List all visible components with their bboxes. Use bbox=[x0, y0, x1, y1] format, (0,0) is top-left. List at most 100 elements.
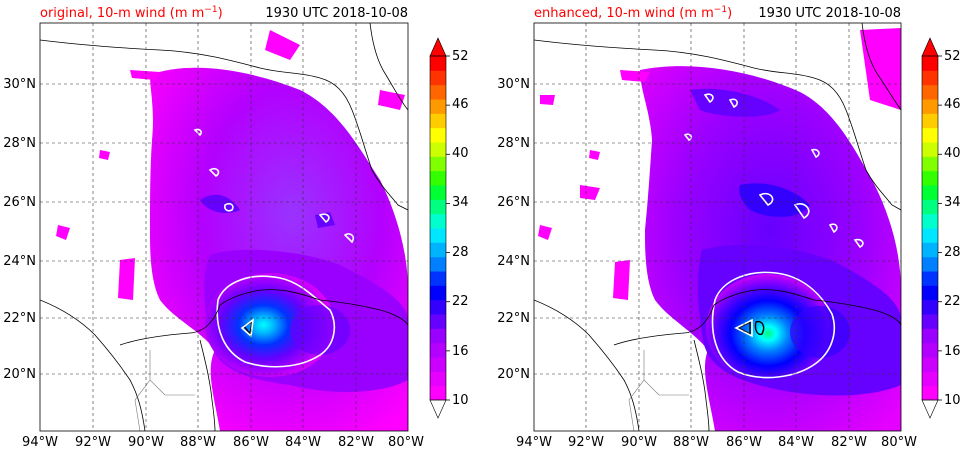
wind-field-enhanced bbox=[534, 23, 901, 431]
colorbar-segment bbox=[430, 56, 446, 71]
lat-tick: 20°N bbox=[497, 367, 530, 382]
lon-tick: 92°W bbox=[75, 435, 111, 450]
colorbar-segment bbox=[430, 299, 446, 315]
lon-tick: 86°W bbox=[726, 435, 762, 450]
colorbar-tick: 40 bbox=[944, 146, 961, 161]
lat-ticks-original: 20°N 22°N 24°N 26°N 28°N 30°N bbox=[3, 77, 36, 382]
lon-tick: 82°W bbox=[338, 435, 374, 450]
colorbar-segment bbox=[430, 142, 446, 157]
colorbar-segment bbox=[430, 314, 446, 329]
colorbar-segment bbox=[922, 285, 938, 301]
lon-tick: 80°W bbox=[388, 435, 424, 450]
colorbar-segment bbox=[922, 199, 938, 215]
colorbar-segment bbox=[922, 242, 938, 258]
colorbar-segment bbox=[430, 113, 446, 129]
colorbar-segment bbox=[922, 271, 938, 286]
colorbar-ticks-enhanced: 10 16 22 28 34 40 46 52 bbox=[944, 49, 961, 408]
colorbar-segment bbox=[430, 385, 446, 401]
colorbar-original bbox=[429, 37, 450, 419]
graticule-original bbox=[40, 23, 408, 431]
colorbar-segment bbox=[430, 70, 446, 86]
colorbar-segment bbox=[922, 127, 938, 143]
lat-tick: 30°N bbox=[497, 77, 530, 92]
map-frame-enhanced bbox=[533, 22, 902, 432]
lat-ticks-enhanced: 20°N 22°N 24°N 26°N 28°N 30°N bbox=[497, 77, 530, 382]
colorbar-segment bbox=[430, 185, 446, 200]
panel-time-original: 1930 UTC 2018-10-08 bbox=[265, 6, 408, 21]
lon-tick: 94°W bbox=[516, 435, 552, 450]
colorbar-segment bbox=[922, 213, 938, 229]
panel-time-enhanced: 1930 UTC 2018-10-08 bbox=[758, 6, 901, 21]
colorbar-tick: 52 bbox=[944, 49, 961, 64]
colorbar-segment bbox=[922, 371, 938, 387]
colorbar-segment bbox=[430, 170, 446, 186]
lon-tick: 92°W bbox=[568, 435, 604, 450]
colorbar-frame bbox=[429, 55, 447, 401]
colorbar-segment bbox=[430, 199, 446, 215]
lon-ticks-enhanced: 94°W 92°W 90°W 88°W 86°W 84°W 82°W 80°W bbox=[516, 435, 917, 450]
colorbar-segment bbox=[922, 385, 938, 401]
colorbar-tick: 10 bbox=[452, 393, 469, 408]
colorbar-tick: 22 bbox=[944, 294, 961, 309]
lon-tick: 88°W bbox=[673, 435, 709, 450]
colorbar-segment bbox=[922, 314, 938, 329]
colorbar-tick: 28 bbox=[944, 245, 961, 260]
colorbar-tick: 28 bbox=[452, 245, 469, 260]
colorbar-segment bbox=[922, 56, 938, 71]
lat-tick: 22°N bbox=[497, 311, 530, 326]
colorbar-segment bbox=[922, 113, 938, 129]
graticule-enhanced bbox=[534, 23, 901, 431]
colorbar-enhanced bbox=[921, 37, 942, 419]
lat-tick: 28°N bbox=[497, 136, 530, 151]
colorbar-over-arrow bbox=[429, 37, 447, 57]
colorbar-segment bbox=[922, 142, 938, 157]
lon-tick: 88°W bbox=[180, 435, 216, 450]
panel-title-original: original, 10-m wind (m m−1) bbox=[40, 5, 223, 21]
colorbar-segment bbox=[430, 371, 446, 387]
colorbar-segment bbox=[922, 170, 938, 186]
lon-tick: 90°W bbox=[128, 435, 164, 450]
lat-tick: 26°N bbox=[3, 195, 36, 210]
map-panel-original: original, 10-m wind (m m−1) 1930 UTC 201… bbox=[3, 5, 468, 450]
colorbar-segment bbox=[922, 156, 938, 172]
colorbar-segment bbox=[430, 328, 446, 344]
colorbar-segment bbox=[922, 70, 938, 86]
lon-tick: 84°W bbox=[285, 435, 321, 450]
colorbar-segment bbox=[922, 228, 938, 243]
panel-title-enhanced: enhanced, 10-m wind (m m−1) bbox=[534, 5, 732, 21]
lon-ticks-original: 94°W 92°W 90°W 88°W 86°W 84°W 82°W 80°W bbox=[22, 435, 424, 450]
colorbar-segment bbox=[430, 342, 446, 358]
wind-field-original bbox=[40, 23, 408, 431]
colorbar-segment bbox=[922, 84, 938, 100]
lat-tick: 26°N bbox=[497, 195, 530, 210]
colorbar-segment bbox=[922, 342, 938, 358]
colorbar-segment bbox=[430, 285, 446, 301]
colorbar-ticks-original: 10 16 22 28 34 40 46 52 bbox=[452, 49, 469, 408]
lat-tick: 22°N bbox=[3, 311, 36, 326]
colorbar-tick: 52 bbox=[452, 49, 469, 64]
colorbar-segment bbox=[430, 357, 446, 372]
map-panel-enhanced: enhanced, 10-m wind (m m−1) 1930 UTC 201… bbox=[497, 5, 960, 450]
colorbar-tick: 40 bbox=[452, 146, 469, 161]
colorbar-segment bbox=[430, 228, 446, 243]
colorbar-segment bbox=[430, 242, 446, 258]
colorbar-segment bbox=[922, 299, 938, 315]
lat-tick: 28°N bbox=[3, 136, 36, 151]
colorbar-segment bbox=[430, 84, 446, 100]
colorbar-segment bbox=[922, 185, 938, 200]
lon-tick: 90°W bbox=[621, 435, 657, 450]
colorbar-segment bbox=[430, 127, 446, 143]
colorbar-segment bbox=[430, 156, 446, 172]
colorbar-tick: 16 bbox=[452, 344, 469, 359]
colorbar-tick: 46 bbox=[944, 97, 961, 112]
lon-tick: 80°W bbox=[881, 435, 917, 450]
lon-tick: 82°W bbox=[831, 435, 867, 450]
colorbar-segment bbox=[922, 357, 938, 372]
colorbar-tick: 46 bbox=[452, 97, 469, 112]
lon-tick: 94°W bbox=[22, 435, 58, 450]
colorbar-under-arrow bbox=[429, 399, 447, 419]
colorbar-tick: 10 bbox=[944, 393, 961, 408]
colorbar-over-arrow bbox=[921, 37, 939, 57]
colorbar-tick: 16 bbox=[944, 344, 961, 359]
